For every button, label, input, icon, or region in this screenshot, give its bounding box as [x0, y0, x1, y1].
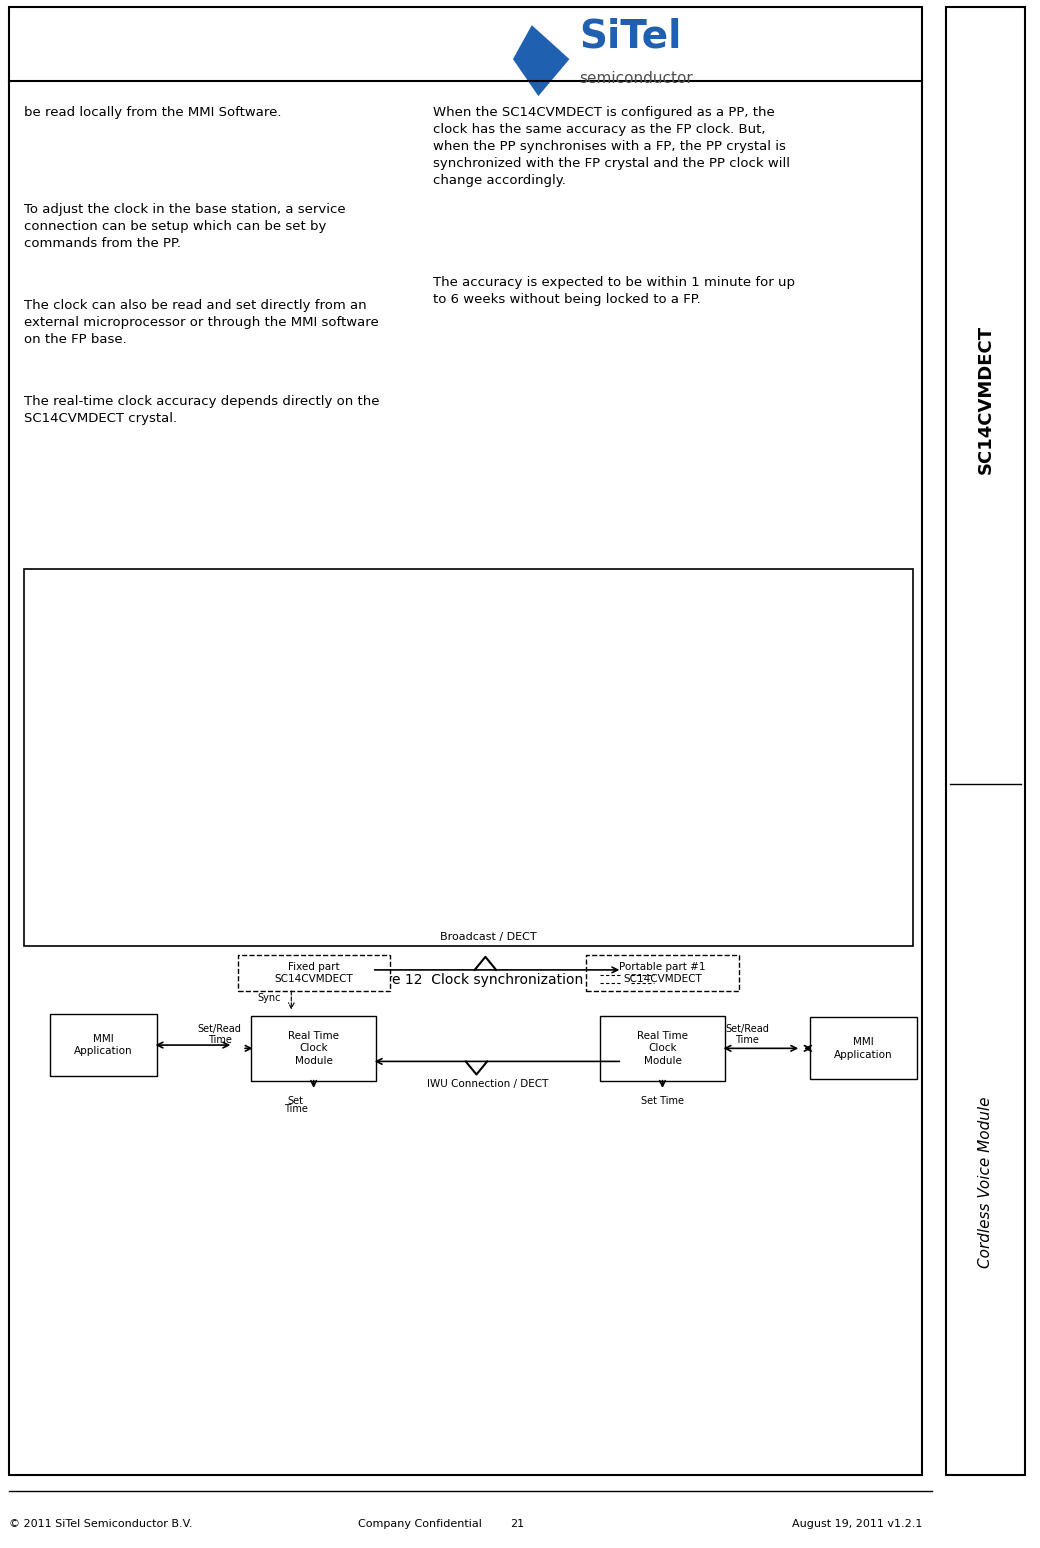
Text: Set Time: Set Time — [641, 1096, 684, 1105]
Text: IWU Connection / DECT: IWU Connection / DECT — [427, 1079, 549, 1090]
FancyBboxPatch shape — [810, 1017, 917, 1079]
Text: Real Time
Clock
Module: Real Time Clock Module — [288, 1031, 339, 1065]
Text: Real Time
Clock
Module: Real Time Clock Module — [636, 1031, 688, 1065]
Text: The clock can also be read and set directly from an
external microprocessor or t: The clock can also be read and set direc… — [24, 299, 379, 345]
Text: SC14CVMDECT: SC14CVMDECT — [977, 325, 994, 474]
Text: Company Confidential: Company Confidential — [358, 1519, 482, 1528]
Text: Figure 12  Clock synchronization: Figure 12 Clock synchronization — [358, 972, 583, 986]
Text: To adjust the clock in the base station, a service
connection can be setup which: To adjust the clock in the base station,… — [24, 203, 345, 249]
FancyBboxPatch shape — [600, 1015, 725, 1081]
Text: Set/Read: Set/Read — [726, 1023, 770, 1034]
Text: 21: 21 — [511, 1519, 525, 1528]
Text: The accuracy is expected to be within 1 minute for up
to 6 weeks without being l: The accuracy is expected to be within 1 … — [433, 277, 795, 307]
Polygon shape — [513, 25, 570, 96]
FancyBboxPatch shape — [50, 1014, 157, 1076]
FancyBboxPatch shape — [587, 955, 738, 991]
Text: When the SC14CVMDECT is configured as a PP, the
clock has the same accuracy as t: When the SC14CVMDECT is configured as a … — [433, 107, 790, 187]
Text: Time: Time — [735, 1036, 759, 1045]
Text: MMI
Application: MMI Application — [74, 1034, 133, 1056]
Text: Time: Time — [284, 1104, 308, 1115]
Text: Cordless Voice Module: Cordless Voice Module — [978, 1098, 993, 1268]
Text: be read locally from the MMI Software.: be read locally from the MMI Software. — [24, 107, 281, 119]
Text: Set/Read: Set/Read — [198, 1023, 241, 1034]
Text: Broadcast / DECT: Broadcast / DECT — [440, 932, 537, 943]
FancyBboxPatch shape — [238, 955, 390, 991]
Text: Portable part #1
SC14CVMDECT: Portable part #1 SC14CVMDECT — [619, 961, 706, 985]
Text: MMI
Application: MMI Application — [834, 1037, 893, 1059]
FancyBboxPatch shape — [251, 1015, 376, 1081]
Text: Time: Time — [208, 1036, 232, 1045]
Text: semiconductor: semiconductor — [579, 71, 693, 85]
Text: August 19, 2011 v1.2.1: August 19, 2011 v1.2.1 — [792, 1519, 922, 1528]
Text: © 2011 SiTel Semiconductor B.V.: © 2011 SiTel Semiconductor B.V. — [9, 1519, 192, 1528]
Text: Set: Set — [288, 1096, 304, 1105]
Text: Sync: Sync — [257, 992, 281, 1003]
Text: Fixed part
SC14CVMDECT: Fixed part SC14CVMDECT — [275, 961, 353, 985]
Bar — [24, 570, 913, 946]
Text: SiTel: SiTel — [579, 19, 681, 56]
Text: The real-time clock accuracy depends directly on the
SC14CVMDECT crystal.: The real-time clock accuracy depends dir… — [24, 395, 379, 424]
